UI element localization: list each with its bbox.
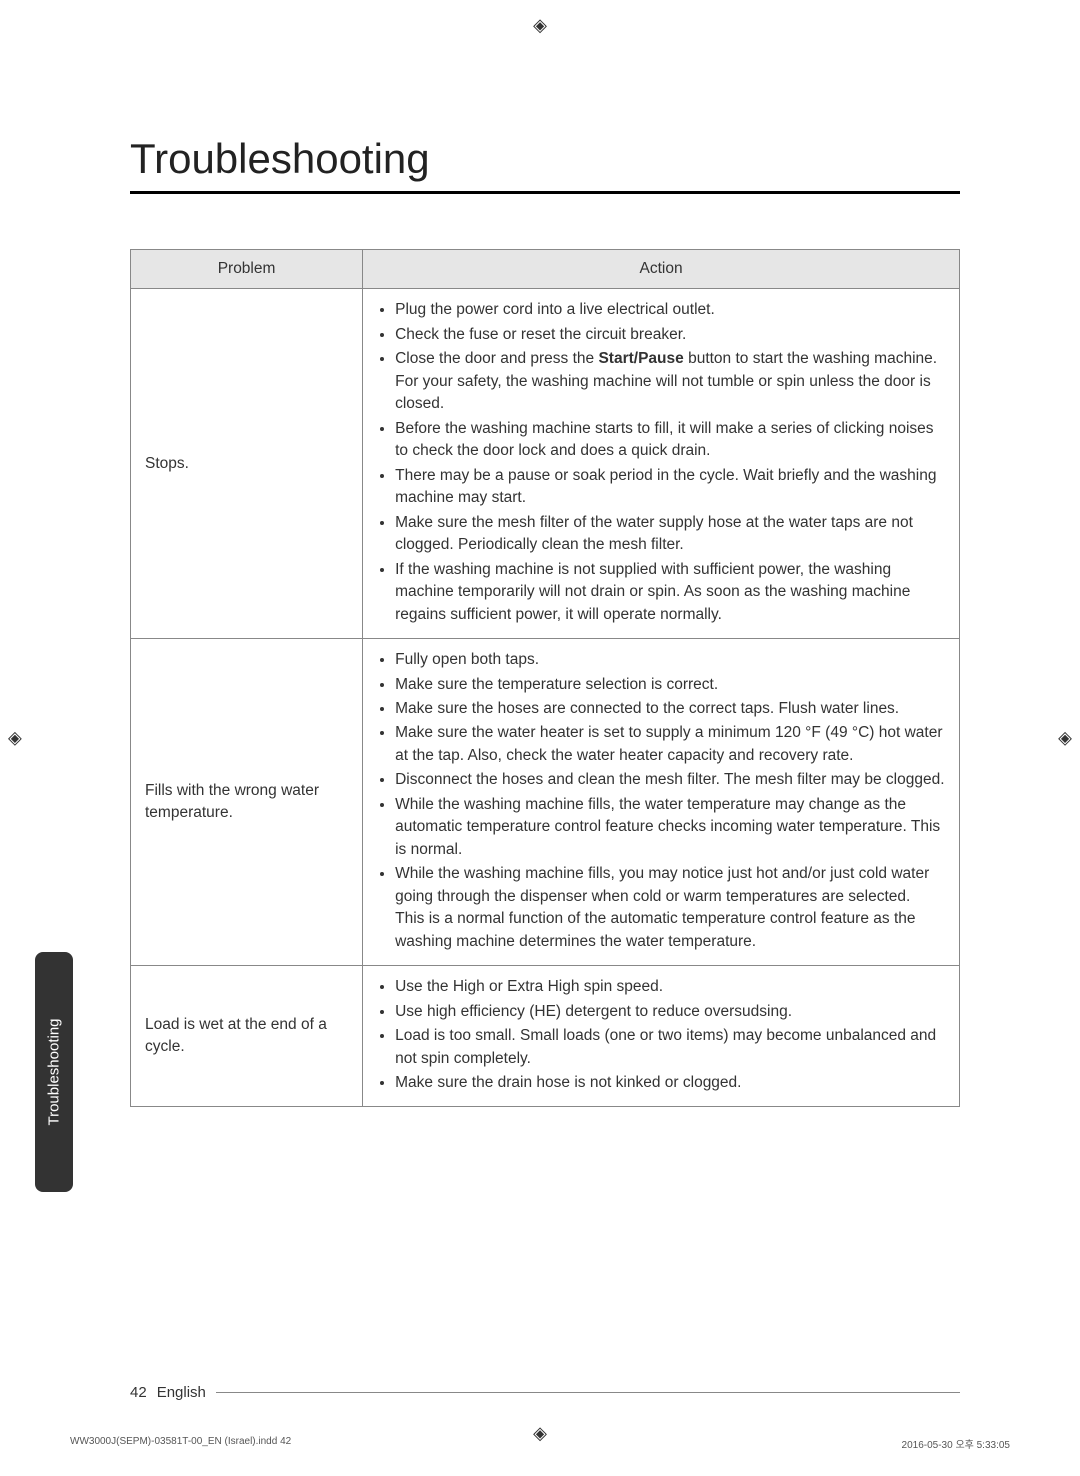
footer-rule <box>216 1392 960 1393</box>
action-item: Make sure the temperature selection is c… <box>395 674 945 696</box>
col-header-action: Action <box>363 250 960 289</box>
table-row: Load is wet at the end of a cycle.Use th… <box>131 966 960 1107</box>
action-item: Make sure the drain hose is not kinked o… <box>395 1072 945 1094</box>
action-item: Make sure the water heater is set to sup… <box>395 722 945 767</box>
action-item: Check the fuse or reset the circuit brea… <box>395 324 945 346</box>
print-file-path: WW3000J(SEPM)-03581T-00_EN (Israel).indd… <box>70 1436 291 1451</box>
problem-cell: Load is wet at the end of a cycle. <box>131 966 363 1107</box>
print-metadata: WW3000J(SEPM)-03581T-00_EN (Israel).indd… <box>70 1436 1010 1451</box>
table-row: Stops. Plug the power cord into a live el… <box>131 289 960 639</box>
action-item: Make sure the mesh filter of the water s… <box>395 512 945 557</box>
action-cell: Use the High or Extra High spin speed. Us… <box>363 966 960 1107</box>
col-header-problem: Problem <box>131 250 363 289</box>
action-item: Use the High or Extra High spin speed. <box>395 976 945 998</box>
troubleshooting-table: Problem Action Stops. Plug the power cord… <box>130 249 960 1107</box>
action-item: If the washing machine is not supplied w… <box>395 559 945 626</box>
action-list: Fully open both taps. Make sure the tempe… <box>377 649 945 953</box>
page-language: English <box>157 1384 206 1401</box>
action-item: There may be a pause or soak period in t… <box>395 465 945 510</box>
section-tab: Troubleshooting <box>35 952 73 1192</box>
action-item: Disconnect the hoses and clean the mesh … <box>395 769 945 791</box>
action-item: While the washing machine fills, you may… <box>395 863 945 953</box>
action-item: While the washing machine fills, the wat… <box>395 794 945 861</box>
main-content: Troubleshooting Problem Action Stops. Plu… <box>130 135 960 1107</box>
action-item: Before the washing machine starts to fil… <box>395 418 945 463</box>
page-number: 42 <box>130 1384 147 1401</box>
action-item: Use high efficiency (HE) detergent to re… <box>395 1001 945 1023</box>
action-cell: Fully open both taps. Make sure the tempe… <box>363 639 960 966</box>
action-item: Make sure the hoses are connected to the… <box>395 698 945 720</box>
problem-cell: Stops. <box>131 289 363 639</box>
action-cell: Plug the power cord into a live electric… <box>363 289 960 639</box>
registration-mark-icon: ◈ <box>533 15 547 36</box>
registration-mark-icon: ◈ <box>1058 728 1072 749</box>
page-footer: 42 English <box>130 1384 960 1401</box>
action-item: Close the door and press the Start/Pause… <box>395 348 945 415</box>
action-list: Use the High or Extra High spin speed. Us… <box>377 976 945 1094</box>
problem-cell: Fills with the wrong water temperature. <box>131 639 363 966</box>
section-tab-label: Troubleshooting <box>46 1018 63 1125</box>
page-title: Troubleshooting <box>130 135 960 183</box>
registration-mark-icon: ◈ <box>8 728 22 749</box>
action-item: Fully open both taps. <box>395 649 945 671</box>
action-item: Load is too small. Small loads (one or t… <box>395 1025 945 1070</box>
table-row: Fills with the wrong water temperature.F… <box>131 639 960 966</box>
print-timestamp: 2016-05-30 오후 5:33:05 <box>902 1436 1010 1451</box>
action-list: Plug the power cord into a live electric… <box>377 299 945 626</box>
title-underline <box>130 191 960 194</box>
action-item: Plug the power cord into a live electric… <box>395 299 945 321</box>
